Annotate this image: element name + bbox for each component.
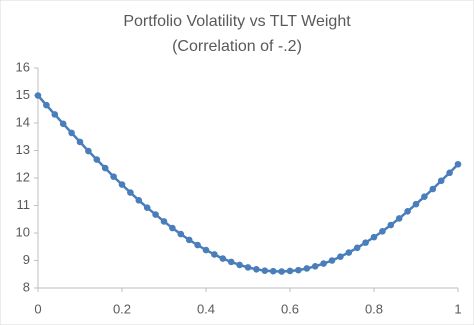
x-tick-label: 0 bbox=[34, 301, 41, 316]
chart-title: Portfolio Volatility vs TLT Weight bbox=[123, 13, 351, 30]
x-tick-label: 1 bbox=[454, 301, 461, 316]
data-point bbox=[337, 253, 344, 260]
data-point bbox=[43, 101, 50, 109]
data-point bbox=[269, 267, 277, 275]
data-point bbox=[202, 246, 210, 254]
data-point bbox=[412, 200, 420, 208]
data-point bbox=[278, 268, 285, 275]
data-point bbox=[219, 255, 227, 262]
data-point bbox=[101, 164, 109, 172]
data-point bbox=[244, 264, 252, 271]
data-point bbox=[345, 249, 353, 256]
data-point bbox=[34, 92, 42, 99]
data-point bbox=[320, 260, 327, 267]
data-point bbox=[429, 185, 437, 193]
data-point bbox=[127, 189, 134, 196]
data-point bbox=[370, 233, 378, 241]
data-point bbox=[454, 160, 462, 168]
data-point bbox=[303, 265, 311, 272]
y-tick-label: 13 bbox=[16, 142, 30, 157]
data-point bbox=[51, 111, 59, 118]
data-point bbox=[85, 147, 92, 155]
data-point bbox=[135, 196, 143, 204]
data-point bbox=[185, 236, 193, 244]
data-point bbox=[353, 244, 361, 252]
data-point bbox=[286, 267, 294, 275]
data-point bbox=[152, 211, 159, 218]
y-tick-label: 11 bbox=[17, 197, 31, 212]
data-point bbox=[404, 207, 411, 215]
y-tick-label: 14 bbox=[16, 114, 30, 129]
data-point bbox=[160, 218, 168, 225]
y-tick-label: 8 bbox=[23, 279, 30, 294]
y-tick-label: 12 bbox=[16, 169, 30, 184]
data-point bbox=[379, 228, 386, 235]
data-point bbox=[387, 221, 395, 229]
data-point bbox=[211, 251, 218, 258]
data-point bbox=[93, 156, 101, 163]
data-point bbox=[118, 181, 126, 188]
data-point bbox=[169, 224, 176, 232]
y-tick-label: 9 bbox=[23, 252, 30, 267]
x-tick-label: 0.6 bbox=[281, 301, 299, 316]
data-point bbox=[68, 129, 75, 137]
data-point bbox=[295, 266, 302, 274]
y-tick-label: 16 bbox=[16, 59, 30, 74]
data-point bbox=[261, 267, 269, 274]
x-tick-label: 0.8 bbox=[365, 301, 383, 316]
data-point bbox=[236, 261, 243, 269]
data-point bbox=[362, 239, 369, 246]
data-point bbox=[227, 258, 235, 266]
data-point bbox=[59, 120, 67, 128]
data-point bbox=[395, 215, 403, 222]
data-point bbox=[253, 266, 260, 273]
data-point bbox=[143, 204, 151, 211]
data-point bbox=[328, 257, 336, 264]
data-point bbox=[446, 169, 453, 177]
x-tick-label: 0.4 bbox=[197, 301, 215, 316]
y-tick-label: 15 bbox=[16, 87, 30, 102]
data-point bbox=[311, 262, 319, 270]
data-point bbox=[194, 241, 201, 249]
data-point bbox=[110, 173, 117, 180]
data-point bbox=[76, 138, 84, 146]
x-tick-label: 0.2 bbox=[113, 301, 131, 316]
data-point bbox=[177, 230, 185, 238]
chart-subtitle: (Correlation of -.2) bbox=[172, 38, 302, 55]
data-point bbox=[421, 193, 428, 200]
y-tick-label: 10 bbox=[16, 224, 30, 239]
data-point bbox=[437, 177, 445, 185]
